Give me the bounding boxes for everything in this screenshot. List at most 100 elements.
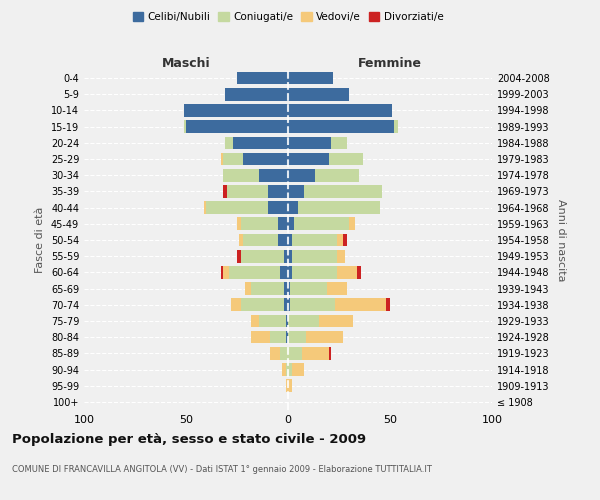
Bar [386,298,390,311]
Bar [288,282,290,295]
Bar [292,250,337,262]
Bar [337,234,343,246]
Bar [229,266,280,278]
Bar [288,380,292,392]
Bar [237,250,241,262]
Bar [307,331,343,344]
Bar [394,120,398,133]
Bar [286,380,288,392]
Bar [186,120,288,133]
Y-axis label: Anni di nascita: Anni di nascita [556,198,566,281]
Bar [233,136,288,149]
Bar [298,202,380,214]
Bar [278,234,288,246]
Bar [288,363,292,376]
Bar [268,185,288,198]
Y-axis label: Fasce di età: Fasce di età [35,207,45,273]
Bar [329,347,331,360]
Bar [288,88,349,101]
Bar [241,250,284,262]
Bar [304,185,382,198]
Bar [292,266,337,278]
Bar [288,234,292,246]
Bar [259,169,288,181]
Bar [284,298,288,311]
Bar [288,169,314,181]
Bar [251,331,269,344]
Text: Femmine: Femmine [358,57,422,70]
Bar [243,152,288,166]
Bar [314,169,359,181]
Bar [288,250,292,262]
Bar [223,169,259,181]
Bar [349,218,355,230]
Bar [284,282,288,295]
Bar [223,152,243,166]
Bar [358,266,361,278]
Bar [269,331,286,344]
Bar [292,363,304,376]
Text: Maschi: Maschi [161,57,211,70]
Bar [288,298,290,311]
Bar [319,314,353,328]
Bar [184,104,288,117]
Bar [251,282,284,295]
Bar [227,185,268,198]
Bar [241,218,278,230]
Bar [269,347,280,360]
Bar [237,218,241,230]
Bar [225,136,233,149]
Bar [343,234,347,246]
Bar [337,250,345,262]
Bar [282,363,286,376]
Bar [288,202,298,214]
Bar [284,250,288,262]
Text: Popolazione per età, sesso e stato civile - 2009: Popolazione per età, sesso e stato civil… [12,432,366,446]
Bar [184,120,186,133]
Bar [288,314,319,328]
Bar [239,234,243,246]
Bar [288,218,294,230]
Bar [268,202,288,214]
Bar [237,72,288,85]
Bar [290,282,327,295]
Bar [302,347,329,360]
Bar [327,282,347,295]
Bar [223,266,229,278]
Bar [288,331,307,344]
Bar [221,266,223,278]
Bar [206,202,268,214]
Bar [288,136,331,149]
Bar [294,218,349,230]
Bar [288,266,292,278]
Bar [223,185,227,198]
Bar [245,282,251,295]
Bar [280,266,288,278]
Bar [225,88,288,101]
Bar [288,185,304,198]
Bar [288,104,392,117]
Bar [280,347,288,360]
Bar [251,314,259,328]
Text: COMUNE DI FRANCAVILLA ANGITOLA (VV) - Dati ISTAT 1° gennaio 2009 - Elaborazione : COMUNE DI FRANCAVILLA ANGITOLA (VV) - Da… [12,466,432,474]
Bar [286,363,288,376]
Bar [286,331,288,344]
Bar [329,152,364,166]
Bar [335,298,386,311]
Bar [205,202,206,214]
Bar [231,298,241,311]
Bar [241,298,284,311]
Bar [288,120,394,133]
Bar [243,234,278,246]
Bar [331,136,347,149]
Legend: Celibi/Nubili, Coniugati/e, Vedovi/e, Divorziati/e: Celibi/Nubili, Coniugati/e, Vedovi/e, Di… [128,8,448,26]
Bar [221,152,223,166]
Bar [290,298,335,311]
Bar [292,234,337,246]
Bar [286,314,288,328]
Bar [288,152,329,166]
Bar [288,72,333,85]
Bar [337,266,358,278]
Bar [278,218,288,230]
Bar [259,314,286,328]
